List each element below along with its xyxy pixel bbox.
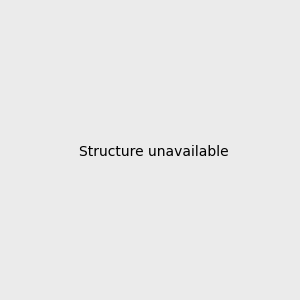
Text: Structure unavailable: Structure unavailable [79,145,229,158]
